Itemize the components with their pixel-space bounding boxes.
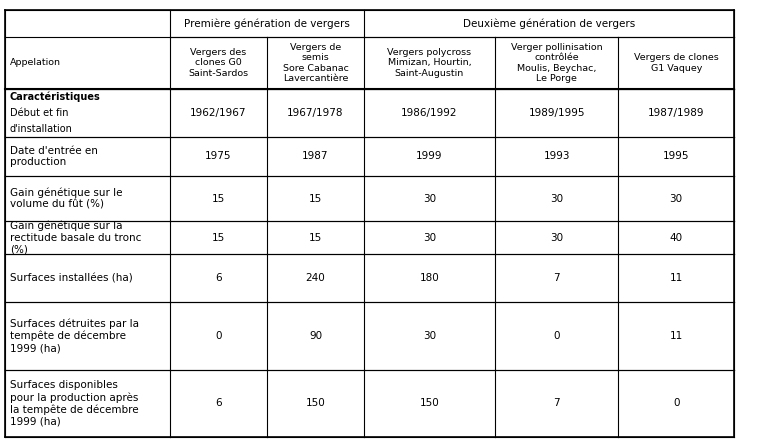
Text: 6: 6	[215, 273, 221, 283]
Text: Surfaces disponibles
pour la production après
la tempête de décembre
1999 (ha): Surfaces disponibles pour la production …	[10, 381, 138, 427]
Text: 7: 7	[553, 398, 560, 408]
Text: Verger pollinisation
contrôlée
Moulis, Beychac,
Le Porge: Verger pollinisation contrôlée Moulis, B…	[511, 43, 603, 83]
Text: 1987/1989: 1987/1989	[648, 108, 704, 118]
Text: Vergers des
clones G0
Saint-Sardos: Vergers des clones G0 Saint-Sardos	[188, 48, 249, 78]
Text: 1975: 1975	[205, 152, 231, 161]
Text: Date d'entrée en
production: Date d'entrée en production	[10, 146, 98, 167]
Text: Première génération de vergers: Première génération de vergers	[184, 18, 349, 29]
Text: 180: 180	[420, 273, 440, 283]
Text: 30: 30	[550, 233, 563, 243]
Text: 1993: 1993	[543, 152, 570, 161]
Text: Caractéristiques: Caractéristiques	[10, 92, 101, 102]
Text: 30: 30	[423, 194, 436, 204]
Text: Vergers de clones
G1 Vaquey: Vergers de clones G1 Vaquey	[634, 53, 719, 73]
Text: 1999: 1999	[416, 152, 443, 161]
Text: d'installation: d'installation	[10, 124, 73, 134]
Text: Vergers de
semis
Sore Cabanac
Lavercantière: Vergers de semis Sore Cabanac Lavercanti…	[283, 43, 349, 83]
Text: 30: 30	[423, 331, 436, 341]
Text: 1962/1967: 1962/1967	[190, 108, 246, 118]
Text: 90: 90	[309, 331, 322, 341]
Text: Appelation: Appelation	[10, 58, 61, 67]
Text: 40: 40	[669, 233, 683, 243]
Text: 7: 7	[553, 273, 560, 283]
Text: 0: 0	[673, 398, 679, 408]
Text: Gain génétique sur le
volume du fût (%): Gain génétique sur le volume du fût (%)	[10, 187, 122, 210]
Text: Vergers polycross
Mimizan, Hourtin,
Saint-Augustin: Vergers polycross Mimizan, Hourtin, Sain…	[387, 48, 471, 78]
Text: 1986/1992: 1986/1992	[401, 108, 458, 118]
Text: 1987: 1987	[302, 152, 329, 161]
Text: 6: 6	[215, 398, 221, 408]
Text: 1967/1978: 1967/1978	[287, 108, 343, 118]
Text: 0: 0	[215, 331, 221, 341]
Text: 11: 11	[669, 273, 683, 283]
Text: Surfaces détruites par la
tempête de décembre
1999 (ha): Surfaces détruites par la tempête de déc…	[10, 319, 139, 353]
Text: Surfaces installées (ha): Surfaces installées (ha)	[10, 273, 133, 283]
Text: 1995: 1995	[663, 152, 690, 161]
Text: 15: 15	[309, 233, 322, 243]
Text: Deuxième génération de vergers: Deuxième génération de vergers	[463, 18, 635, 29]
Text: Gain génétique sur la
rectitude basale du tronc
(%): Gain génétique sur la rectitude basale d…	[10, 221, 141, 255]
Text: 30: 30	[423, 233, 436, 243]
Text: Début et fin: Début et fin	[10, 108, 68, 118]
Text: 15: 15	[309, 194, 322, 204]
Text: 150: 150	[420, 398, 440, 408]
Text: 0: 0	[553, 331, 560, 341]
Text: 150: 150	[305, 398, 325, 408]
Text: 30: 30	[669, 194, 683, 204]
Text: 30: 30	[550, 194, 563, 204]
Text: 1989/1995: 1989/1995	[528, 108, 585, 118]
Text: 11: 11	[669, 331, 683, 341]
Text: 15: 15	[211, 233, 225, 243]
Text: 15: 15	[211, 194, 225, 204]
Text: 240: 240	[305, 273, 325, 283]
